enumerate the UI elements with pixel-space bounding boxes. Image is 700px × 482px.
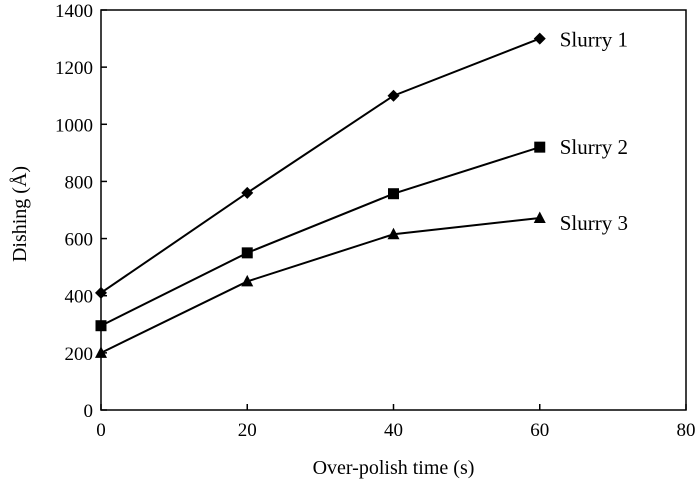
x-tick-label: 60: [530, 420, 549, 441]
y-tick-label: 1000: [55, 115, 93, 136]
y-axis-label: Dishing (Å): [9, 166, 31, 262]
plot-frame: [100, 9, 687, 411]
series-line: [100, 146, 541, 327]
y-tick-label: 200: [65, 344, 94, 365]
triangle-marker: [387, 227, 400, 240]
y-tick-label: 600: [65, 230, 94, 251]
diamond-marker: [387, 89, 400, 102]
triangle-marker: [95, 346, 107, 358]
y-tick-label: 0: [84, 401, 94, 422]
series-1: Slurry 1: [95, 28, 628, 299]
series-line: [100, 37, 541, 294]
series-label: Slurry 1: [560, 28, 628, 52]
series-3: Slurry 3: [95, 211, 628, 358]
square-marker: [534, 141, 546, 153]
triangle-marker: [241, 274, 254, 287]
diamond-marker: [95, 286, 107, 299]
diamond-marker: [241, 186, 254, 199]
y-tick-label: 400: [65, 287, 94, 308]
series-layer: Slurry 1 Slurry 2 Slurry 3: [95, 28, 628, 358]
x-tick-label: 20: [238, 420, 257, 441]
series-label: Slurry 3: [560, 211, 628, 235]
square-marker: [388, 188, 399, 200]
x-axis-label: Over-polish time (s): [313, 457, 475, 479]
series-2: Slurry 2: [95, 135, 628, 332]
y-tick-label: 1200: [55, 58, 93, 79]
y-tick-label: 1400: [55, 1, 93, 22]
x-tick-label: 40: [384, 420, 403, 441]
diamond-marker: [533, 32, 546, 45]
x-tick-label: 80: [677, 420, 696, 441]
x-tick-label: 0: [96, 420, 106, 441]
series-label: Slurry 2: [560, 135, 628, 159]
series-line: [100, 217, 540, 354]
square-marker: [241, 247, 253, 259]
triangle-marker: [533, 211, 546, 223]
square-marker: [95, 320, 107, 332]
y-tick-label: 800: [65, 172, 94, 193]
